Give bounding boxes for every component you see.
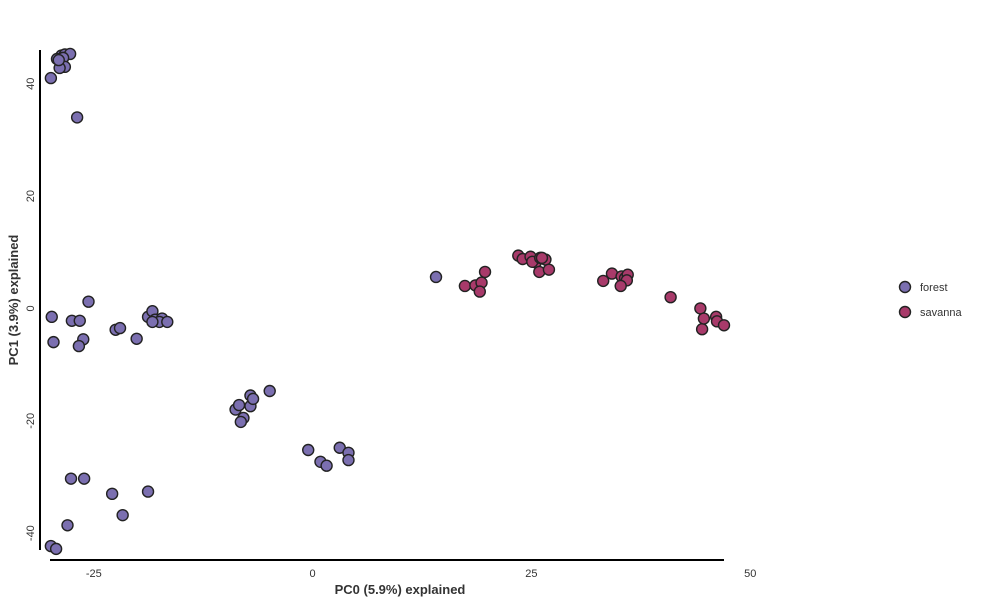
data-point-forest xyxy=(302,443,315,457)
data-point-savanna xyxy=(697,312,711,325)
data-point-forest xyxy=(232,398,246,412)
legend-marker-savanna xyxy=(898,305,912,319)
data-point-forest xyxy=(263,384,276,398)
series-forest xyxy=(44,47,443,556)
data-point-forest xyxy=(113,321,127,335)
data-point-savanna xyxy=(542,263,556,276)
x-tick-labels: -25 0 25 50 xyxy=(86,568,757,580)
series-savanna xyxy=(458,249,731,336)
data-point-forest xyxy=(73,314,86,327)
x-tick-label: 50 xyxy=(744,568,756,580)
data-point-forest xyxy=(342,453,355,467)
data-point-forest xyxy=(82,295,95,308)
data-point-forest xyxy=(141,485,155,498)
data-point-forest xyxy=(146,315,159,329)
data-point-savanna xyxy=(478,265,492,279)
data-point-savanna xyxy=(664,290,677,304)
data-point-forest xyxy=(234,415,248,429)
data-point-forest xyxy=(52,53,65,67)
data-point-savanna xyxy=(695,323,709,336)
data-point-forest xyxy=(49,542,63,556)
data-point-savanna xyxy=(614,279,627,293)
data-point-savanna xyxy=(458,279,472,293)
data-point-forest xyxy=(429,270,443,284)
data-point-savanna xyxy=(473,285,486,298)
data-point-forest xyxy=(70,111,84,124)
data-point-forest xyxy=(105,487,119,501)
data-point-forest xyxy=(72,339,86,353)
data-point-savanna xyxy=(717,319,731,332)
y-tick-labels: -40 -20 0 20 40 xyxy=(25,78,37,542)
x-axis-title: PC0 (5.9%) explained xyxy=(335,582,466,597)
y-tick-label: -20 xyxy=(25,413,37,429)
y-tick-label: 40 xyxy=(25,78,37,90)
data-point-forest xyxy=(47,335,60,349)
data-point-savanna xyxy=(597,274,610,288)
data-point-forest xyxy=(77,472,91,485)
x-tick-label: -25 xyxy=(86,568,102,580)
data-point-forest xyxy=(161,315,174,329)
data-point-forest xyxy=(130,332,143,345)
data-point-savanna xyxy=(694,302,707,315)
data-point-forest xyxy=(320,459,333,472)
legend-marker-forest xyxy=(898,280,912,294)
legend-label-forest: forest xyxy=(920,282,948,294)
legend: forest savanna xyxy=(898,280,962,319)
y-tick-label: 20 xyxy=(25,190,37,202)
data-point-forest xyxy=(61,519,74,532)
data-point-forest xyxy=(64,472,78,485)
y-axis-title: PC1 (3.9%) explained xyxy=(6,235,21,366)
points-layer xyxy=(44,47,731,556)
data-point-forest xyxy=(116,508,129,522)
data-point-forest xyxy=(246,392,260,406)
y-tick-label: -40 xyxy=(25,525,37,541)
x-tick-label: 25 xyxy=(525,568,537,580)
data-point-forest xyxy=(44,71,58,85)
data-point-savanna xyxy=(535,251,549,265)
x-tick-label: 0 xyxy=(310,568,316,580)
legend-label-savanna: savanna xyxy=(920,307,962,319)
y-tick-label: 0 xyxy=(25,305,37,311)
data-point-forest xyxy=(45,310,58,324)
